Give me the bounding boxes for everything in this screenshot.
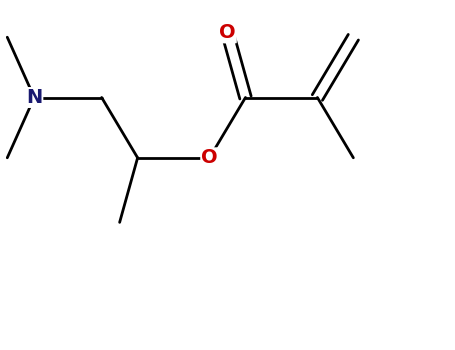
Text: O: O (219, 23, 236, 42)
Text: N: N (26, 88, 42, 107)
Text: O: O (201, 148, 218, 167)
